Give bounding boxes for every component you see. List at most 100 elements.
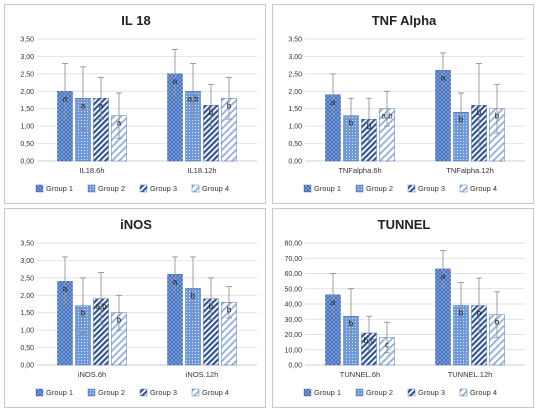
y-tick-label: 0,50 (20, 345, 34, 352)
y-tick-label: 3,00 (20, 54, 34, 61)
significance-label: a,b (381, 112, 393, 121)
legend-swatch (303, 184, 312, 193)
y-tick-label: 1,00 (20, 124, 34, 131)
significance-label: a (331, 98, 336, 107)
legend-label: Group 3 (150, 388, 177, 397)
x-category-label: TUNNEL.12h (448, 370, 493, 379)
y-tick-label: 0,00 (288, 159, 302, 166)
legend-label: Group 2 (98, 184, 125, 193)
legend-swatch (407, 388, 416, 397)
y-tick-label: 3,00 (288, 54, 302, 61)
x-category-label: iNOS.6h (78, 370, 106, 379)
y-tick-label: 2,50 (288, 71, 302, 78)
significance-label: a (173, 277, 178, 286)
y-tick-label: 50,00 (284, 286, 302, 293)
significance-label: a (173, 77, 178, 86)
legend-label: Group 3 (418, 388, 445, 397)
y-tick-label: 0,00 (20, 159, 34, 166)
y-tick-label: 2,50 (20, 71, 34, 78)
significance-label: b (349, 119, 354, 128)
y-tick-label: 2,00 (20, 89, 34, 96)
y-tick-label: 80,00 (284, 241, 302, 248)
significance-label: b (81, 309, 86, 318)
y-tick-label: 3,50 (20, 37, 34, 44)
significance-label: b (367, 122, 372, 131)
y-tick-label: 40,00 (284, 302, 302, 309)
legend-swatch (459, 388, 468, 397)
legend-label: Group 1 (314, 388, 341, 397)
legend-swatch (459, 184, 468, 193)
y-tick-label: 0,00 (288, 363, 302, 370)
significance-label: a (63, 284, 68, 293)
y-tick-label: 20,00 (284, 332, 302, 339)
legend-swatch (355, 388, 364, 397)
significance-label: b (459, 115, 464, 124)
y-tick-label: 1,50 (20, 106, 34, 113)
y-tick-label: 3,50 (20, 241, 34, 248)
significance-label: b (227, 101, 232, 110)
significance-label: b (209, 302, 214, 311)
x-category-label: TNFalpha.12h (446, 166, 494, 175)
y-tick-label: 0,00 (20, 363, 34, 370)
chart-svg-inos: iNOS 0,00 0,50 1,00 1,50 2,00 2,50 3,00 3,50 a b a,… (20, 217, 257, 397)
significance-label: b (349, 319, 354, 328)
y-tick-label: 3,50 (288, 37, 302, 44)
legend-label: Group 3 (150, 184, 177, 193)
significance-label: b (495, 112, 500, 121)
significance-label: a,b (95, 302, 107, 311)
significance-label: b (227, 305, 232, 314)
chart-svg-tnf-alpha: TNF Alpha 0,00 0,50 1,00 1,50 2,00 2,50 3,00 3,5… (288, 13, 525, 193)
x-category-label: TNFalpha.6h (338, 166, 381, 175)
chart-title: TUNNEL (378, 217, 431, 232)
chart-title: TNF Alpha (372, 13, 437, 28)
legend-label: Group 4 (470, 388, 497, 397)
y-tick-label: 1,50 (288, 106, 302, 113)
significance-label: a (441, 73, 446, 82)
legend-swatch (191, 388, 200, 397)
legend-swatch (139, 184, 148, 193)
legend-swatch (139, 388, 148, 397)
y-tick-label: 0,50 (288, 141, 302, 148)
y-tick-label: 30,00 (284, 317, 302, 324)
legend-label: Group 1 (46, 388, 73, 397)
chart-panel-tnf-alpha: TNF Alpha 0,00 0,50 1,00 1,50 2,00 2,50 3,00 3,5… (272, 4, 534, 204)
x-category-label: IL18.6h (79, 166, 104, 175)
legend-label: Group 4 (202, 184, 229, 193)
legend-swatch (355, 184, 364, 193)
legend-swatch (35, 184, 44, 193)
significance-label: b (117, 316, 122, 325)
legend-swatch (35, 388, 44, 397)
y-tick-label: 10,00 (284, 347, 302, 354)
x-category-label: TUNNEL.6h (340, 370, 380, 379)
chart-title: IL 18 (121, 13, 150, 28)
significance-label: a (441, 272, 446, 281)
significance-label: b,c (364, 336, 375, 345)
x-category-label: IL18.12h (187, 166, 216, 175)
legend-label: Group 1 (314, 184, 341, 193)
legend-swatch (191, 184, 200, 193)
y-tick-label: 1,50 (20, 310, 34, 317)
legend-label: Group 2 (366, 388, 393, 397)
significance-label: a (81, 101, 86, 110)
significance-label: a (63, 94, 68, 103)
y-tick-label: 1,00 (20, 328, 34, 335)
significance-label: b (209, 108, 214, 117)
y-tick-label: 2,50 (20, 275, 34, 282)
significance-label: a (117, 119, 122, 128)
legend-label: Group 4 (202, 388, 229, 397)
significance-label: c (385, 341, 389, 350)
legend-label: Group 1 (46, 184, 73, 193)
legend-label: Group 4 (470, 184, 497, 193)
legend-swatch (87, 184, 96, 193)
legend-label: Group 2 (98, 388, 125, 397)
chart-panel-tunnel: TUNNEL 0,00 10,00 20,00 30,00 40,00 50,00 60,00… (272, 208, 534, 408)
significance-label: b (477, 309, 482, 318)
significance-label: a (331, 298, 336, 307)
y-tick-label: 2,00 (288, 89, 302, 96)
significance-label: a,b (187, 94, 199, 103)
legend-label: Group 2 (366, 184, 393, 193)
chart-title: iNOS (120, 217, 152, 232)
chart-svg-tunnel: TUNNEL 0,00 10,00 20,00 30,00 40,00 50,00 60,00… (284, 217, 525, 397)
chart-panel-inos: iNOS 0,00 0,50 1,00 1,50 2,00 2,50 3,00 3,50 a b a,… (4, 208, 266, 408)
